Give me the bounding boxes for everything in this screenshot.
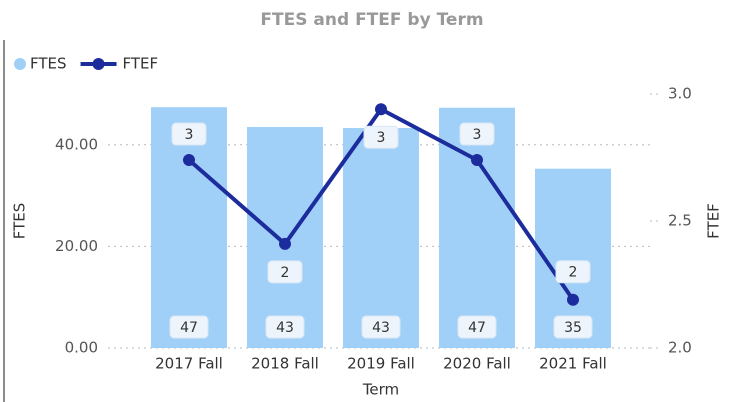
bar-value-label: 43 bbox=[276, 320, 294, 336]
line-value-label-box bbox=[267, 260, 303, 284]
line-point bbox=[471, 154, 483, 167]
bar-value-label-box bbox=[169, 315, 209, 339]
line-value-label: 2 bbox=[281, 265, 290, 281]
line-point bbox=[375, 103, 387, 116]
legend-marker bbox=[92, 58, 105, 70]
line-value-label-box bbox=[363, 125, 399, 149]
y2-tick-label: 3.0 bbox=[668, 85, 692, 103]
bar bbox=[151, 107, 227, 348]
x-tick-label: 2020 Fall bbox=[443, 355, 511, 373]
legend-marker bbox=[14, 58, 26, 70]
bar bbox=[247, 127, 323, 349]
line-point bbox=[567, 293, 579, 306]
legend-label: FTEF bbox=[123, 55, 159, 73]
y-tick-label: 20.00 bbox=[55, 237, 98, 255]
bar-value-label: 43 bbox=[372, 320, 390, 336]
bar-value-label-box bbox=[457, 315, 497, 339]
x-axis-title: Term bbox=[362, 381, 399, 399]
x-tick-label: 2021 Fall bbox=[539, 355, 607, 373]
bar-value-label-box bbox=[265, 315, 305, 339]
chart-title: FTES and FTEF by Term bbox=[260, 10, 483, 30]
line-value-label: 3 bbox=[377, 130, 386, 146]
y-tick-label: 40.00 bbox=[55, 135, 98, 153]
line-point bbox=[279, 237, 291, 250]
bar bbox=[343, 128, 419, 348]
y2-axis-title: FTEF bbox=[705, 203, 723, 239]
bar-value-label-box bbox=[361, 315, 401, 339]
line-value-label: 3 bbox=[473, 127, 482, 143]
bar-value-label-box bbox=[553, 315, 593, 339]
y-axis-title: FTES bbox=[11, 203, 29, 240]
line-point bbox=[183, 154, 195, 167]
x-tick-label: 2018 Fall bbox=[251, 355, 319, 373]
legend-label: FTES bbox=[30, 55, 67, 73]
y-tick-label: 0.00 bbox=[65, 339, 98, 357]
y2-tick-label: 2.0 bbox=[668, 339, 692, 357]
x-tick-label: 2017 Fall bbox=[155, 355, 223, 373]
bar-value-label: 35 bbox=[564, 320, 582, 336]
line-value-label-box bbox=[555, 260, 591, 284]
line-value-label-box bbox=[171, 122, 207, 146]
line-value-label: 3 bbox=[185, 127, 194, 143]
x-tick-label: 2019 Fall bbox=[347, 355, 415, 373]
line-value-label: 2 bbox=[569, 265, 578, 281]
y2-tick-label: 2.5 bbox=[668, 212, 692, 230]
bar-value-label: 47 bbox=[468, 320, 486, 336]
bar-value-label: 47 bbox=[180, 320, 198, 336]
line-value-label-box bbox=[459, 122, 495, 146]
